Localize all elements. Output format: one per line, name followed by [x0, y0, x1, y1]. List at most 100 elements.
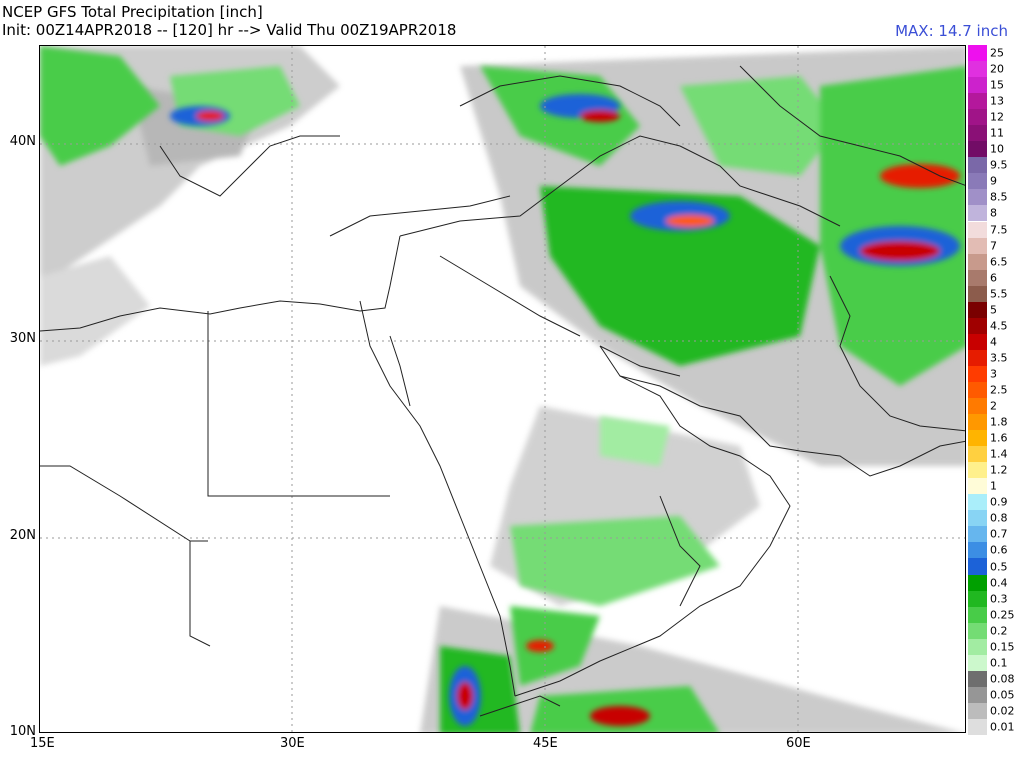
- legend-level-label: 0.4: [990, 576, 1008, 590]
- legend-level: 7: [968, 237, 1024, 254]
- legend-level: 1.8: [968, 414, 1024, 431]
- legend-level-label: 0.6: [990, 543, 1008, 557]
- lon-label-30e: 30E: [280, 736, 305, 751]
- legend-level: 11: [968, 125, 1024, 142]
- legend-level: 0.7: [968, 526, 1024, 543]
- legend-level: 0.15: [968, 638, 1024, 655]
- legend-level-label: 4: [990, 335, 997, 349]
- legend-level-label: 6: [990, 271, 997, 285]
- legend-level: 1.6: [968, 430, 1024, 447]
- legend-swatch: [968, 205, 987, 222]
- legend-swatch: [968, 542, 987, 559]
- legend-level: 0.3: [968, 590, 1024, 607]
- legend-level-label: 3.5: [990, 351, 1008, 365]
- legend-swatch: [968, 157, 987, 174]
- legend-level-label: 0.5: [990, 560, 1008, 573]
- legend-swatch: [968, 622, 987, 639]
- legend-level: 9.5: [968, 157, 1024, 174]
- legend-level-label: 5.5: [990, 287, 1008, 301]
- precipitation-map: [39, 45, 966, 733]
- legend-swatch: [968, 317, 987, 334]
- lon-label-60e: 60E: [786, 736, 811, 751]
- map-canvas: [40, 46, 965, 732]
- legend-level-label: 1.8: [990, 415, 1008, 429]
- legend-swatch: [968, 237, 987, 254]
- legend-swatch: [968, 478, 987, 495]
- legend-level: 0.02: [968, 702, 1024, 719]
- legend-level-label: 0.05: [990, 688, 1015, 702]
- legend-swatch: [968, 189, 987, 206]
- legend-level-label: 0.2: [990, 624, 1008, 638]
- lat-label-10n: 10N: [9, 724, 36, 739]
- legend-level: 0.4: [968, 574, 1024, 591]
- lat-label-40n: 40N: [9, 134, 36, 149]
- legend-swatch: [968, 61, 987, 78]
- legend-level: 0.25: [968, 606, 1024, 623]
- legend-level: 5.5: [968, 285, 1024, 302]
- legend-level: 13: [968, 93, 1024, 110]
- legend-level-label: 0.8: [990, 511, 1008, 525]
- legend-level-label: 5: [990, 303, 997, 317]
- legend-level: 0.05: [968, 686, 1024, 703]
- legend-level: 0.08: [968, 670, 1024, 687]
- legend-level-label: 1.2: [990, 463, 1008, 477]
- legend-level: 9: [968, 173, 1024, 190]
- legend-swatch: [968, 285, 987, 302]
- init-valid-line: Init: 00Z14APR2018 -- [120] hr --> Valid…: [2, 21, 457, 39]
- legend-swatch: [968, 333, 987, 350]
- legend-swatch: [968, 574, 987, 591]
- legend-level-label: 6.5: [990, 255, 1008, 269]
- legend-swatch: [968, 414, 987, 431]
- legend-swatch: [968, 349, 987, 366]
- legend-swatch: [968, 670, 987, 687]
- legend-level: 0.6: [968, 542, 1024, 559]
- legend-swatch: [968, 606, 987, 623]
- legend-level-label: 7: [990, 239, 997, 253]
- legend-level-label: 0.01: [990, 720, 1015, 734]
- legend-level: 2.5: [968, 381, 1024, 398]
- legend-swatch: [968, 269, 987, 286]
- legend-level-label: 7.5: [990, 223, 1008, 237]
- legend-swatch: [968, 430, 987, 447]
- legend-level: 1.2: [968, 462, 1024, 479]
- legend-level: 6.5: [968, 253, 1024, 270]
- legend-swatch: [968, 141, 987, 158]
- legend-swatch: [968, 93, 987, 110]
- legend-swatch: [968, 301, 987, 318]
- legend-level-label: 15: [990, 78, 1004, 92]
- legend-level: 0.1: [968, 654, 1024, 671]
- legend-swatch: [968, 381, 987, 398]
- legend-swatch: [968, 686, 987, 703]
- legend-level: 20: [968, 61, 1024, 78]
- legend-swatch: [968, 654, 987, 671]
- legend-level-label: 1: [990, 479, 997, 493]
- legend-level: 6: [968, 269, 1024, 286]
- legend-swatch: [968, 173, 987, 190]
- legend-swatch: [968, 558, 987, 575]
- legend-level: 0.2: [968, 622, 1024, 639]
- legend-swatch: [968, 125, 987, 142]
- legend-level-label: 1.4: [990, 447, 1008, 461]
- legend-level-label: 0.08: [990, 672, 1015, 686]
- legend-swatch: [968, 718, 987, 735]
- legend-level-label: 0.15: [990, 640, 1015, 654]
- legend-level: 7.5: [968, 221, 1024, 238]
- lon-label-45e: 45E: [533, 736, 558, 751]
- legend-swatch: [968, 510, 987, 527]
- legend-swatch: [968, 77, 987, 94]
- legend-swatch: [968, 446, 987, 463]
- legend-level-label: 9.5: [990, 158, 1008, 172]
- legend-swatch: [968, 638, 987, 655]
- legend-level: 10: [968, 141, 1024, 158]
- legend-level-label: 3: [990, 367, 997, 381]
- legend-level-label: 0.7: [990, 527, 1008, 541]
- legend-swatch: [968, 526, 987, 543]
- legend-swatch: [968, 45, 987, 62]
- color-legend: 25 20 15 13 12 11 10 9.5 9 8.5 8 7.5 7 6.5 6 5.5 5 4.5 4 3.…: [968, 45, 1024, 735]
- legend-level: 2: [968, 398, 1024, 415]
- legend-swatch: [968, 462, 987, 479]
- legend-level-label: 8: [990, 206, 997, 220]
- lon-label-15e: 15E: [30, 736, 55, 751]
- legend-level-label: 11: [990, 126, 1004, 140]
- legend-level-label: 1.6: [990, 431, 1008, 445]
